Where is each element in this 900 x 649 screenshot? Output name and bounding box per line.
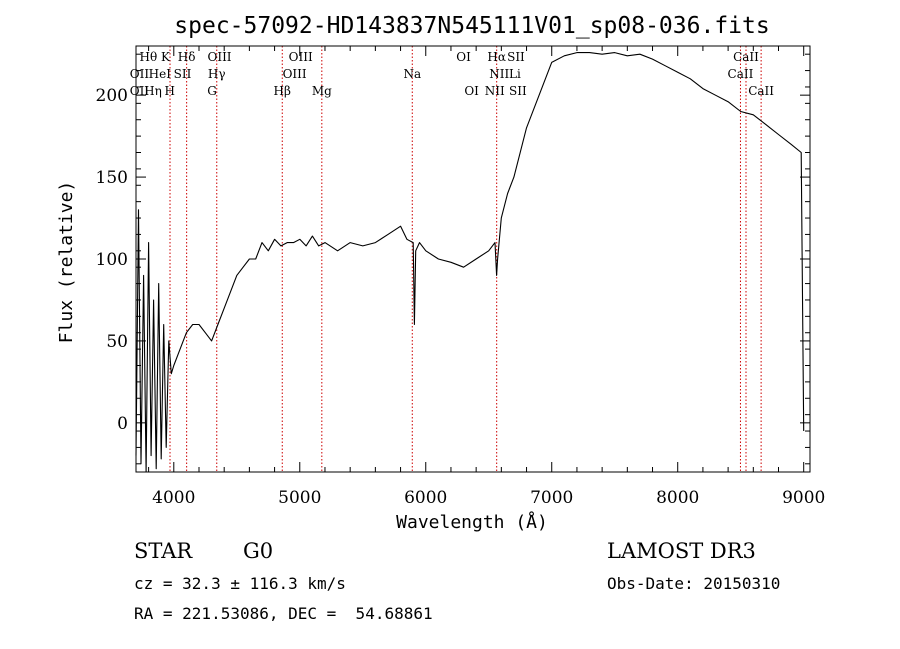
line-label-25: CaII: [733, 50, 759, 64]
chart-title: spec-57092-HD143837N545111V01_sp08-036.f…: [174, 13, 769, 39]
line-label-22: Li: [509, 67, 521, 81]
line-label-8: OII: [130, 84, 150, 98]
line-label-6: SII: [174, 67, 192, 81]
x-tick-label-0: 4000: [152, 488, 195, 508]
coordinates-readout: RA = 221.53086, DEC = 54.68861: [134, 604, 433, 623]
y-tick-label-3: 150: [96, 168, 128, 188]
line-label-0: Hθ: [139, 50, 157, 64]
line-marker-group: [169, 46, 762, 472]
line-label-26: CaII: [728, 67, 754, 81]
line-label-27: CaII: [748, 84, 774, 98]
x-axis-label: Wavelength (Å): [396, 511, 548, 533]
observation-date: Obs-Date: 20150310: [607, 574, 780, 593]
plot-frame: [135, 45, 811, 473]
line-label-18: OI: [464, 84, 479, 98]
y-tick-label-0: 0: [117, 414, 128, 434]
line-label-9: Hη: [144, 84, 162, 98]
line-label-19: Hα: [487, 50, 506, 64]
x-tick-label-1: 5000: [278, 488, 321, 508]
line-label-13: OIII: [283, 67, 307, 81]
line-label-10: H: [165, 84, 175, 98]
spectrum-line: [135, 52, 805, 473]
line-label-21: NII: [489, 67, 509, 81]
y-tick-label-2: 100: [96, 250, 128, 270]
x-tick-label-3: 7000: [530, 488, 573, 508]
line-label-2: Hδ: [178, 50, 196, 64]
line-label-12: OIII: [289, 50, 313, 64]
x-tick-label-4: 8000: [656, 488, 699, 508]
x-tick-label-5: 9000: [782, 488, 825, 508]
line-label-24: SII: [509, 84, 527, 98]
line-label-3: OIII: [207, 50, 231, 64]
y-tick-label-1: 50: [106, 332, 128, 352]
line-label-23: NII: [485, 84, 505, 98]
redshift-readout: cz = 32.3 ± 116.3 km/s: [134, 574, 346, 593]
spectrum-series-group: [135, 52, 805, 473]
line-label-17: OI: [456, 50, 471, 64]
survey-name: LAMOST DR3: [607, 539, 756, 563]
y-axis-ticks: 0 50 100 150 200: [96, 53, 810, 465]
line-label-14: Hβ: [274, 84, 291, 98]
line-label-11: G: [207, 84, 217, 98]
object-class: STAR: [134, 539, 193, 563]
line-label-4: OII: [130, 67, 150, 81]
line-label-16: Na: [403, 67, 421, 81]
line-label-5: HeI: [149, 67, 172, 81]
line-label-15: Mg: [312, 84, 332, 98]
x-axis-ticks: 4000 5000 6000 7000 8000 9000: [148, 46, 825, 508]
line-label-1: K: [161, 50, 171, 64]
object-subclass: G0: [243, 539, 273, 563]
line-label-7: Hγ: [208, 67, 226, 81]
line-label-20: SII: [507, 50, 525, 64]
y-axis-label: Flux (relative): [56, 181, 77, 344]
y-tick-label-4: 200: [96, 86, 128, 106]
x-tick-label-2: 6000: [404, 488, 447, 508]
